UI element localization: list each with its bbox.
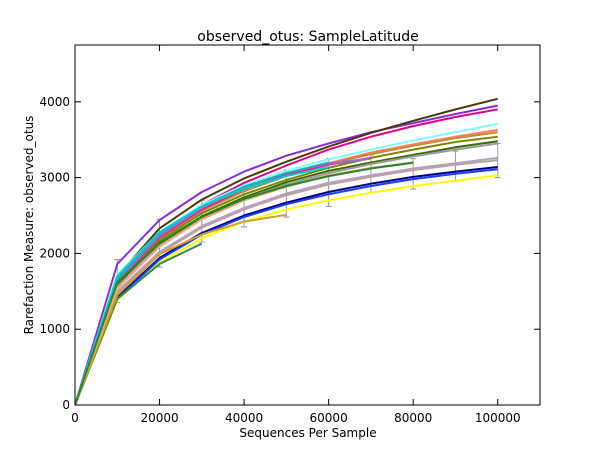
x-tick-label: 0 [71, 411, 79, 425]
series-line-13 [75, 168, 498, 405]
series-line-1 [75, 104, 498, 405]
chart-title: observed_otus: SampleLatitude [197, 29, 418, 45]
series-line-10 [75, 156, 498, 405]
y-tick-label: 4000 [39, 95, 70, 109]
y-tick-label: 3000 [39, 171, 70, 185]
plot-frame [74, 44, 541, 406]
series-line-12 [75, 166, 498, 405]
y-tick-label: 1000 [39, 322, 70, 336]
series-line-7 [75, 135, 498, 405]
series-line-9 [75, 142, 498, 405]
x-tick-label: 80000 [394, 411, 432, 425]
x-tick-label: 100000 [475, 411, 521, 425]
y-tick-label: 0 [62, 398, 70, 412]
x-axis: 0 20000 40000 60000 80000 100000 [71, 45, 521, 425]
x-axis-title: Sequences Per Sample [239, 426, 376, 440]
series-line-19 [75, 213, 287, 405]
y-axis: 0 1000 2000 3000 4000 [39, 95, 540, 412]
series-line-2 [75, 97, 498, 405]
series-line-21 [75, 166, 329, 405]
x-tick-label: 40000 [225, 411, 263, 425]
y-axis-title: Rarefaction Measure: observed_otus [22, 116, 36, 335]
series-line-22 [75, 161, 414, 405]
y-tick-label: 2000 [39, 246, 70, 260]
x-tick-label: 60000 [310, 411, 348, 425]
plot-area [75, 97, 501, 405]
series-lines [75, 97, 498, 405]
x-tick-label: 20000 [140, 411, 178, 425]
